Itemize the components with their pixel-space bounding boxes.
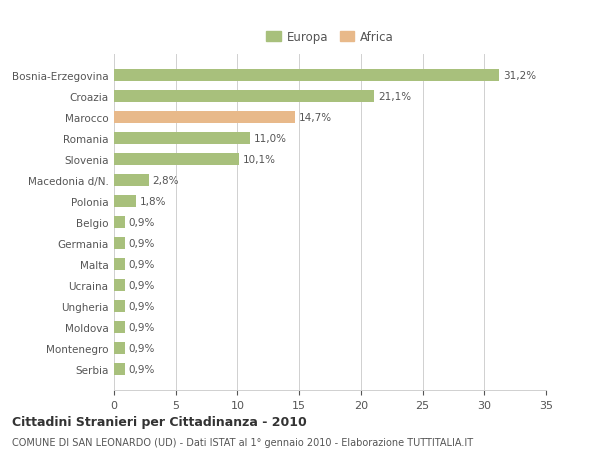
Text: 31,2%: 31,2% xyxy=(503,71,536,81)
Text: 1,8%: 1,8% xyxy=(140,197,166,207)
Bar xyxy=(114,196,136,207)
Bar xyxy=(114,259,125,270)
Text: 2,8%: 2,8% xyxy=(152,176,179,186)
Text: 11,0%: 11,0% xyxy=(253,134,286,144)
Text: 10,1%: 10,1% xyxy=(242,155,275,165)
Text: COMUNE DI SAN LEONARDO (UD) - Dati ISTAT al 1° gennaio 2010 - Elaborazione TUTTI: COMUNE DI SAN LEONARDO (UD) - Dati ISTAT… xyxy=(12,437,473,447)
Bar xyxy=(114,217,125,229)
Text: 14,7%: 14,7% xyxy=(299,113,332,123)
Bar xyxy=(114,364,125,375)
Bar xyxy=(114,280,125,291)
Bar xyxy=(114,238,125,249)
Bar xyxy=(114,70,499,82)
Text: Cittadini Stranieri per Cittadinanza - 2010: Cittadini Stranieri per Cittadinanza - 2… xyxy=(12,415,307,428)
Text: 0,9%: 0,9% xyxy=(129,259,155,269)
Bar xyxy=(114,342,125,354)
Text: 21,1%: 21,1% xyxy=(378,92,411,102)
Text: 0,9%: 0,9% xyxy=(129,280,155,291)
Text: 0,9%: 0,9% xyxy=(129,302,155,311)
Bar xyxy=(114,301,125,312)
Text: 0,9%: 0,9% xyxy=(129,343,155,353)
Text: 0,9%: 0,9% xyxy=(129,218,155,228)
Bar xyxy=(114,91,374,103)
Bar xyxy=(114,154,239,166)
Text: 0,9%: 0,9% xyxy=(129,364,155,374)
Bar xyxy=(114,175,149,186)
Bar xyxy=(114,133,250,145)
Bar xyxy=(114,322,125,333)
Text: 0,9%: 0,9% xyxy=(129,322,155,332)
Legend: Europa, Africa: Europa, Africa xyxy=(263,28,397,47)
Bar xyxy=(114,112,295,123)
Text: 0,9%: 0,9% xyxy=(129,239,155,248)
